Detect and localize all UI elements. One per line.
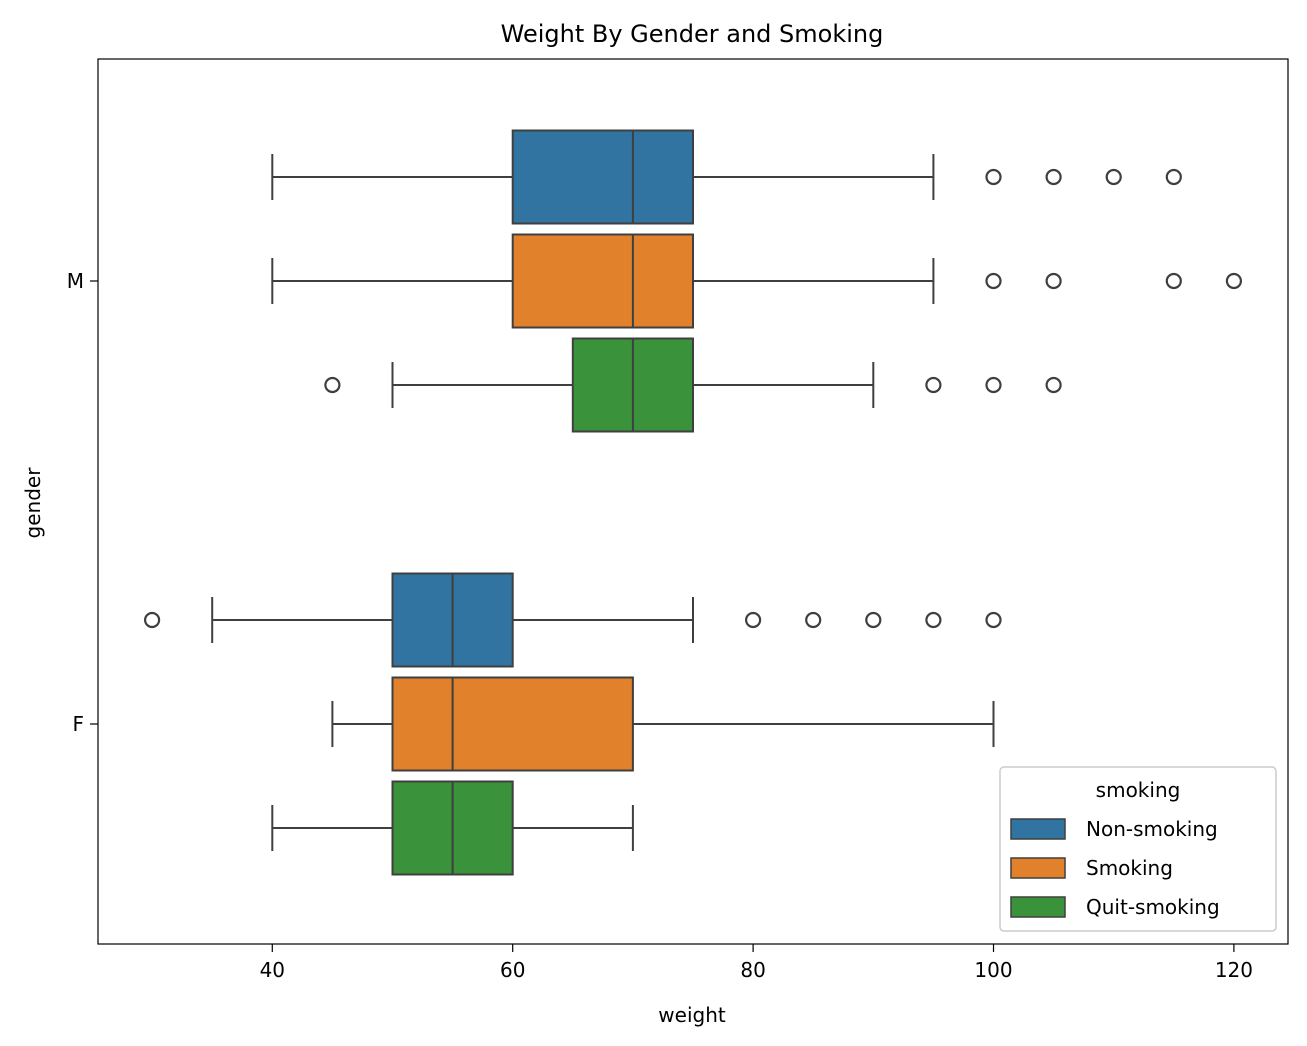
box-group-M-quit-smoking xyxy=(324,337,1062,433)
outlier-point xyxy=(324,376,341,394)
legend-swatch xyxy=(1010,896,1066,918)
plot-area xyxy=(143,129,1243,876)
iqr-box xyxy=(511,129,694,225)
y-tick-label: M xyxy=(67,269,84,293)
box-group-F-quit-smoking xyxy=(271,780,634,876)
legend-swatch xyxy=(1010,818,1066,840)
outlier-point xyxy=(1165,168,1182,186)
chart-title: Weight By Gender and Smoking xyxy=(501,20,884,48)
outlier-point xyxy=(985,376,1002,394)
outlier-point xyxy=(985,611,1002,629)
box-group-M-smoking xyxy=(271,233,1243,329)
outlier-point xyxy=(745,611,762,629)
box-group-F-smoking xyxy=(331,676,995,772)
x-tick-label: 60 xyxy=(500,958,525,982)
outlier-point xyxy=(865,611,882,629)
legend-entry-label: Quit-smoking xyxy=(1086,895,1220,919)
x-tick-label: 120 xyxy=(1215,958,1253,982)
outlier-point xyxy=(925,611,942,629)
legend-entry-label: Non-smoking xyxy=(1086,817,1218,841)
legend: smoking Non-smoking Smoking Quit-smoking xyxy=(999,766,1277,932)
y-tick-label: F xyxy=(72,712,84,736)
legend-entry-label: Smoking xyxy=(1086,856,1173,880)
iqr-box xyxy=(391,676,634,772)
x-tick-label: 80 xyxy=(740,958,765,982)
x-axis: 40 60 80 100 120 xyxy=(260,944,1253,982)
x-axis-title: weight xyxy=(658,1003,726,1027)
x-tick-label: 40 xyxy=(260,958,285,982)
outlier-point xyxy=(1045,376,1062,394)
y-axis: MF xyxy=(67,269,98,736)
legend-frame xyxy=(999,766,1277,932)
outlier-point xyxy=(143,611,161,629)
box-group-F-non-smoking xyxy=(143,572,1002,668)
outlier-point xyxy=(925,376,942,394)
outlier-point xyxy=(1045,168,1062,186)
outlier-point xyxy=(985,168,1002,186)
iqr-box xyxy=(511,233,694,329)
outlier-point xyxy=(985,272,1002,290)
outlier-point xyxy=(1165,272,1182,290)
outlier-point xyxy=(1045,272,1062,290)
outlier-point xyxy=(1225,272,1243,290)
x-tick-label: 100 xyxy=(974,958,1012,982)
outlier-point xyxy=(805,611,822,629)
legend-swatch xyxy=(1010,857,1066,879)
legend-title: smoking xyxy=(1096,778,1181,802)
plot-frame xyxy=(97,58,1289,945)
outlier-point xyxy=(1105,168,1122,186)
y-axis-title: gender xyxy=(21,467,45,539)
box-group-M-non-smoking xyxy=(271,129,1182,225)
